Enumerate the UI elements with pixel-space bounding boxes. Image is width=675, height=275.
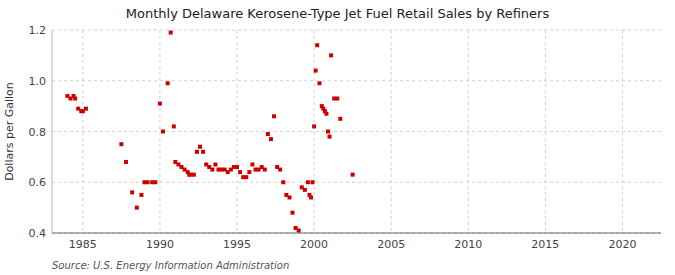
point xyxy=(328,135,332,139)
point xyxy=(238,170,242,174)
y-grid-line xyxy=(52,131,661,132)
y-axis-line xyxy=(52,30,53,233)
point xyxy=(291,211,295,215)
point xyxy=(135,206,139,210)
y-tick-label: 1.0 xyxy=(29,75,47,88)
x-tick-label: 2000 xyxy=(300,238,328,251)
x-grid-line xyxy=(237,30,238,233)
point xyxy=(312,124,316,128)
point xyxy=(315,43,319,47)
point xyxy=(317,81,321,85)
x-tick-label: 1995 xyxy=(223,238,251,251)
x-grid-line xyxy=(391,30,392,233)
title: Monthly Delaware Kerosene-Type Jet Fuel … xyxy=(126,6,550,21)
point xyxy=(269,137,273,141)
x-grid-line xyxy=(159,30,160,233)
y-axis-label: Dollars per Gallon xyxy=(3,82,16,181)
point xyxy=(351,173,355,177)
x-tick-label: 1990 xyxy=(146,238,174,251)
point xyxy=(198,145,202,149)
point xyxy=(84,107,88,111)
y-tick-label: 0.8 xyxy=(29,126,47,139)
point xyxy=(263,168,267,172)
point xyxy=(73,97,77,101)
point xyxy=(172,124,176,128)
point xyxy=(235,165,239,169)
point xyxy=(250,162,254,166)
source: Source: U.S. Energy Information Administ… xyxy=(52,260,289,271)
x-tick-label: 2010 xyxy=(454,238,482,251)
point xyxy=(311,180,315,184)
point xyxy=(161,130,165,134)
x-tick-label: 2015 xyxy=(531,238,559,251)
point xyxy=(247,170,251,174)
x-axis-line xyxy=(52,233,661,234)
point xyxy=(146,180,150,184)
point xyxy=(201,150,205,154)
x-grid-line xyxy=(545,30,546,233)
point xyxy=(119,142,123,146)
point xyxy=(195,150,199,154)
point xyxy=(309,195,313,199)
y-grid-line xyxy=(52,30,661,31)
grid xyxy=(52,30,661,233)
point xyxy=(166,81,170,85)
point xyxy=(303,188,307,192)
points xyxy=(65,31,354,233)
point xyxy=(210,168,214,172)
x-tick-label: 1985 xyxy=(69,238,97,251)
point xyxy=(153,180,157,184)
point xyxy=(314,69,318,73)
point xyxy=(287,195,291,199)
point xyxy=(329,53,333,57)
point xyxy=(244,175,248,179)
point xyxy=(278,168,282,172)
point xyxy=(272,114,276,118)
point xyxy=(281,180,285,184)
y-tick-label: 0.6 xyxy=(29,176,47,189)
chart: Monthly Delaware Kerosene-Type Jet Fuel … xyxy=(0,0,675,275)
y-tick-label: 1.2 xyxy=(29,24,47,37)
x-grid-line xyxy=(314,30,315,233)
point xyxy=(158,102,162,106)
x-grid-line xyxy=(82,30,83,233)
point xyxy=(124,160,128,164)
point xyxy=(338,117,342,121)
x-grid-line xyxy=(622,30,623,233)
point xyxy=(297,228,301,232)
point xyxy=(266,132,270,136)
y-grid-line xyxy=(52,80,661,81)
point xyxy=(326,130,330,134)
point xyxy=(306,180,310,184)
axes: 0.4 0.6 0.8 1.0 1.2 1985 1990 1995 2000 2005 2010 2… xyxy=(29,24,662,251)
x-grid-line xyxy=(468,30,469,233)
x-tick-label: 2020 xyxy=(608,238,636,251)
point xyxy=(335,97,339,101)
point xyxy=(139,193,143,197)
y-tick-label: 0.4 xyxy=(29,227,47,240)
y-grid-line xyxy=(52,233,661,234)
point xyxy=(130,190,134,194)
point xyxy=(324,112,328,116)
point xyxy=(213,162,217,166)
point xyxy=(192,173,196,177)
x-tick-label: 2005 xyxy=(377,238,405,251)
point xyxy=(169,31,173,35)
